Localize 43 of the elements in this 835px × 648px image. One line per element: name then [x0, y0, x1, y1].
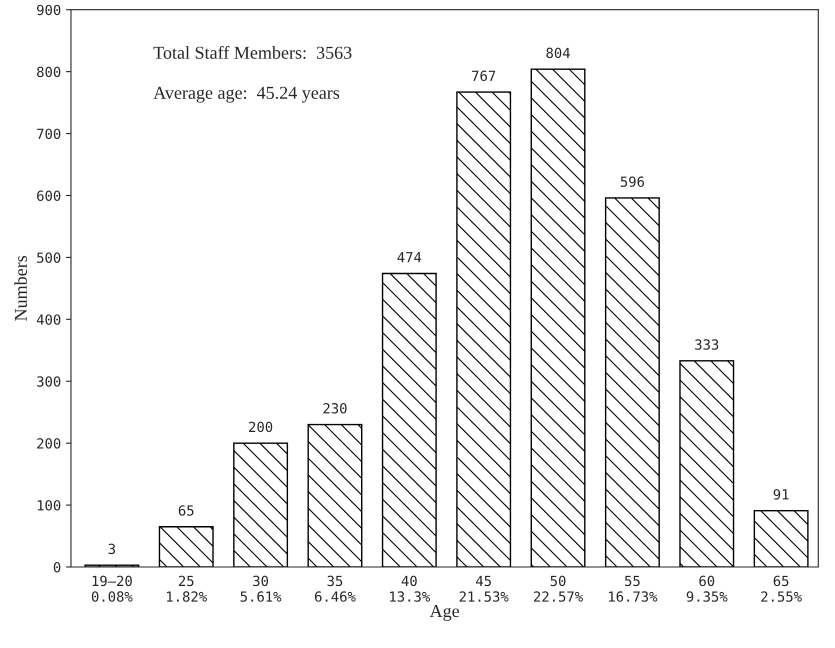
y-axis-title: Numbers — [14, 256, 27, 321]
x-tick-label: 50 22.57% — [534, 576, 583, 602]
y-tick-label: 800 — [37, 66, 60, 78]
y-tick-label: 900 — [37, 4, 60, 16]
x-axis-title: Age — [430, 605, 460, 621]
y-tick-label: 500 — [37, 252, 60, 263]
x-tick-label: 35 6.46% — [314, 576, 356, 602]
annotation: Average age: 45.24 years — [153, 86, 340, 103]
x-tick-label: 45 21.53% — [460, 576, 509, 602]
annotation: Total Staff Members: 3563 — [154, 46, 352, 59]
data-label: 804 — [546, 48, 570, 58]
x-tick-label: 65 2.55% — [761, 576, 802, 602]
y-tick-label: 200 — [37, 438, 60, 449]
data-label: 767 — [472, 70, 496, 82]
bar — [158, 526, 214, 567]
y-tick-label: 700 — [37, 128, 60, 140]
data-label: 91 — [774, 489, 789, 500]
data-label: 474 — [397, 252, 422, 262]
x-tick-label: 55 16.73% — [608, 576, 658, 602]
x-tick-label: 25 1.82% — [167, 576, 207, 602]
bar — [456, 91, 512, 567]
bar — [679, 360, 734, 567]
bar — [382, 272, 437, 567]
bar — [754, 510, 809, 567]
bar — [530, 68, 586, 567]
data-label: 200 — [249, 422, 272, 432]
y-tick-label: 100 — [38, 500, 60, 511]
bar — [233, 442, 288, 567]
x-tick-label: 40 13.3% — [390, 576, 430, 602]
y-tick-label: 600 — [37, 190, 60, 201]
data-label: 3 — [108, 544, 116, 554]
x-tick-label: 60 9.35% — [686, 576, 728, 602]
bar — [604, 197, 660, 567]
x-tick-label: 30 5.61% — [240, 576, 282, 602]
y-tick-label: 0 — [54, 562, 60, 573]
data-label: 596 — [620, 176, 644, 187]
y-tick-label: 400 — [36, 314, 60, 325]
data-label: 65 — [178, 505, 194, 516]
x-tick-label: 19–20 0.08% — [92, 576, 133, 602]
y-tick-label: 300 — [37, 376, 60, 387]
data-label: 333 — [695, 339, 718, 350]
bar — [307, 424, 362, 567]
data-label: 230 — [323, 403, 347, 414]
